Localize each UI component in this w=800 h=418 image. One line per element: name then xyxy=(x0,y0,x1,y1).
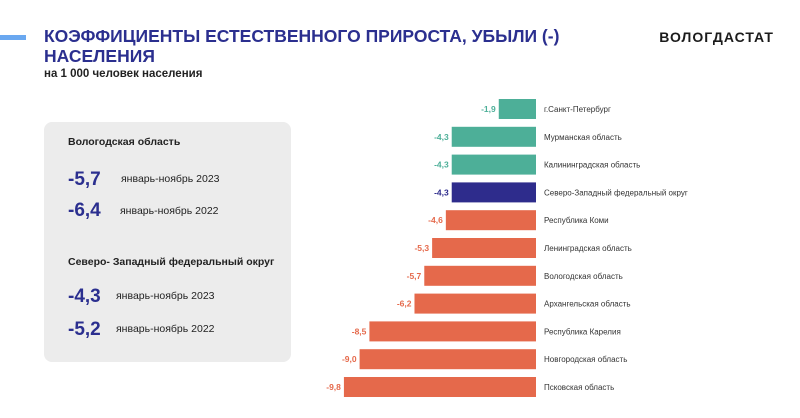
district-label: Северо- Западный федеральный округ xyxy=(68,256,275,268)
bar-value-label: -5,7 xyxy=(407,271,422,281)
category-label: Республика Коми xyxy=(544,216,609,225)
page-title: КОЭФФИЦИЕНТЫ ЕСТЕСТВЕННОГО ПРИРОСТА, УБЫ… xyxy=(44,26,560,66)
bar-value-label: -9,8 xyxy=(326,382,341,392)
category-label: Псковская область xyxy=(544,383,614,392)
district-period-2023: январь-ноябрь 2023 xyxy=(116,290,215,302)
accent-line xyxy=(0,35,26,40)
district-value-2023: -4,3 xyxy=(68,286,101,307)
bar-value-label: -9,0 xyxy=(342,354,357,364)
bar-value-label: -4,6 xyxy=(428,215,443,225)
category-label: Северо-Западный федеральный округ xyxy=(544,188,688,197)
district-value-2022: -5,2 xyxy=(68,319,101,340)
bar-3 xyxy=(451,154,536,175)
category-label: г.Санкт-Петербург xyxy=(544,105,611,114)
bar-value-label: -8,5 xyxy=(352,326,367,336)
category-label: Новгородская область xyxy=(544,355,627,364)
region-label: Вологодская область xyxy=(68,136,181,148)
bar-value-label: -6,2 xyxy=(397,299,412,309)
bar-value-label: -5,3 xyxy=(414,243,429,253)
bar-4 xyxy=(451,182,536,203)
bar-11 xyxy=(343,377,536,397)
district-period-2022: январь-ноябрь 2022 xyxy=(116,323,215,335)
region-value-2023: -5,7 xyxy=(68,169,101,190)
bar-9 xyxy=(369,321,536,342)
page-subtitle: на 1 000 человек населения xyxy=(44,68,203,80)
bar-1 xyxy=(498,99,536,119)
region-period-2022: январь-ноябрь 2022 xyxy=(120,205,219,217)
bar-value-label: -4,3 xyxy=(434,132,449,142)
category-label: Архангельская область xyxy=(544,300,631,309)
category-label: Ленинградская область xyxy=(544,244,632,253)
bar-value-label: -4,3 xyxy=(434,187,449,197)
category-label: Калининградская область xyxy=(544,161,640,170)
category-label: Республика Карелия xyxy=(544,327,621,336)
summary-panel: Вологодская область -5,7 январь-ноябрь 2… xyxy=(44,122,291,362)
bar-8 xyxy=(414,293,536,314)
category-label: Вологодская область xyxy=(544,272,623,281)
bar-value-label: -4,3 xyxy=(434,160,449,170)
category-label: Мурманская область xyxy=(544,133,622,142)
bar-10 xyxy=(359,349,536,370)
bar-7 xyxy=(424,265,536,286)
bar-chart: -1,9 г.Санкт-Петербург -4,3 Мурманская обла… xyxy=(326,99,688,397)
bar-value-label: -1,9 xyxy=(481,104,496,114)
region-value-2022: -6,4 xyxy=(68,200,101,221)
bar-2 xyxy=(451,126,536,147)
bar-5 xyxy=(445,210,536,231)
brand-logo: ВОЛОГДАСТАТ xyxy=(659,29,774,45)
region-period-2023: январь-ноябрь 2023 xyxy=(121,173,220,185)
bar-6 xyxy=(432,238,536,258)
